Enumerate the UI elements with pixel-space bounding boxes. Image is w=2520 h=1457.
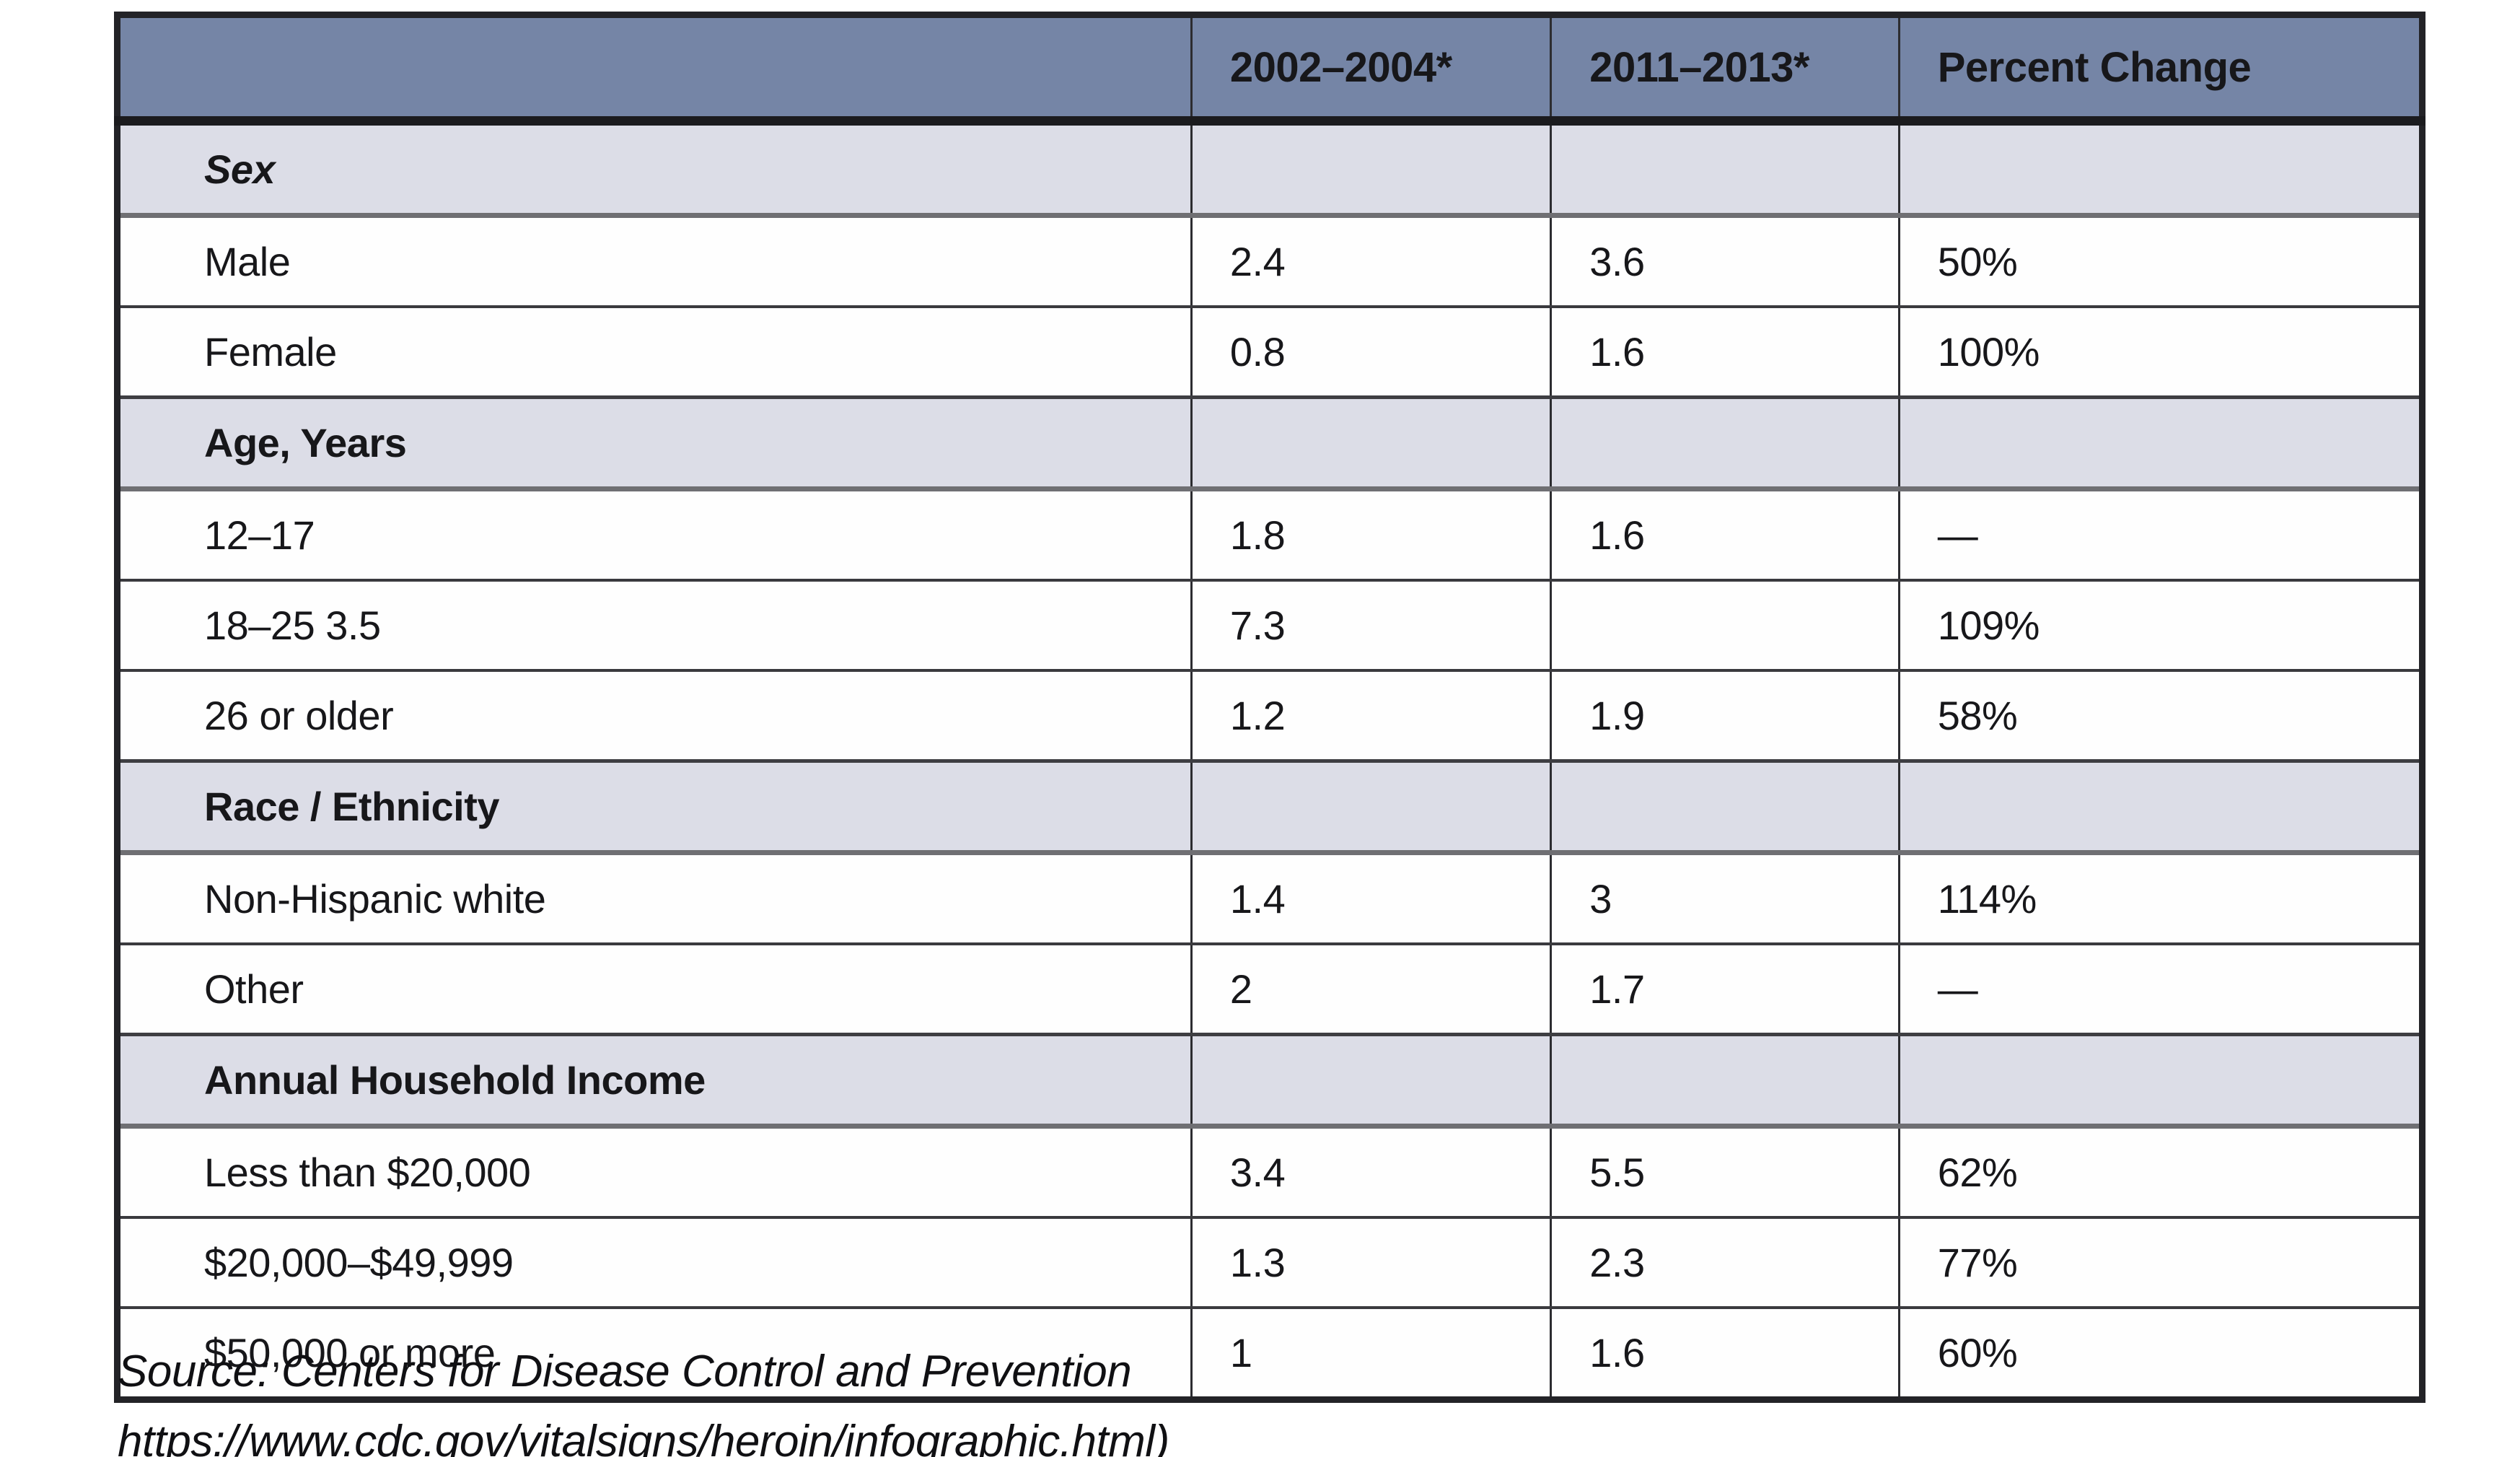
section-row-annual-household-income: Annual Household Income <box>117 1033 2423 1129</box>
row-label-cell: $20,000–$49,999 <box>117 1216 1192 1308</box>
value-cell <box>1190 395 1551 491</box>
row-label-cell: $50,000 or more <box>117 1306 1192 1400</box>
table-row-female: Female 0.8 1.6 100% <box>117 305 2423 398</box>
header-cell-period-2002-2004: 2002–2004* <box>1190 14 1551 126</box>
value-cell: 1.6 <box>1550 487 1900 580</box>
value-cell: 1.6 <box>1550 305 1900 398</box>
value-cell: 62% <box>1897 1124 2423 1217</box>
table-row-26-or-older: 26 or older 1.2 1.9 58% <box>117 669 2423 761</box>
table-header-row: 2002–2004* 2011–2013* Percent Change <box>117 14 2423 126</box>
value-cell: — <box>1897 487 2423 580</box>
value-cell: 5.5 <box>1550 1124 1900 1217</box>
value-cell <box>1190 1033 1551 1129</box>
row-label-cell: Non-Hispanic white <box>117 851 1192 944</box>
section-label: Age, Years <box>117 395 1192 491</box>
table-row-less-than-20000: Less than $20,000 3.4 5.5 62% <box>117 1124 2423 1217</box>
value-cell <box>1897 1033 2423 1129</box>
row-label-cell: Male <box>117 214 1192 307</box>
table-row-non-hispanic-white: Non-Hispanic white 1.4 3 114% <box>117 851 2423 944</box>
row-label-cell: 26 or older <box>117 669 1192 761</box>
value-cell <box>1550 759 1900 855</box>
table-row-50000-or-more: $50,000 or more 1 1.6 60% <box>117 1306 2423 1400</box>
value-cell: 50% <box>1897 214 2423 307</box>
value-cell <box>1897 119 2423 218</box>
source-line-1: Source: Centers for Disease Control and … <box>118 1347 1132 1396</box>
value-cell: 1.9 <box>1550 669 1900 761</box>
value-cell: 1.7 <box>1550 942 1900 1035</box>
value-cell <box>1190 759 1551 855</box>
value-cell <box>1897 395 2423 491</box>
section-row-age: Age, Years <box>117 395 2423 491</box>
value-cell: 7.3 <box>1190 579 1551 670</box>
value-cell: 77% <box>1897 1216 2423 1308</box>
value-cell <box>1550 119 1900 218</box>
table-row-other: Other 2 1.7 — <box>117 942 2423 1035</box>
value-cell: 0.8 <box>1190 305 1551 398</box>
header-cell-percent-change: Percent Change <box>1897 14 2423 126</box>
source-note: Source: Centers for Disease Control and … <box>118 1336 1169 1457</box>
value-cell <box>1550 579 1900 670</box>
section-row-race-ethnicity: Race / Ethnicity <box>117 759 2423 855</box>
section-label: Race / Ethnicity <box>117 759 1192 855</box>
value-cell: 58% <box>1897 669 2423 761</box>
table-container: 2002–2004* 2011–2013* Percent Change Sex… <box>114 12 2425 1403</box>
source-line-2: https://www.cdc.gov/vitalsigns/heroin/in… <box>118 1417 1169 1457</box>
value-cell: 2.4 <box>1190 214 1551 307</box>
value-cell: 3 <box>1550 851 1900 944</box>
row-label-cell: Other <box>117 942 1192 1035</box>
row-label-cell: Female <box>117 305 1192 398</box>
value-cell: 3.6 <box>1550 214 1900 307</box>
table-row-12-17: 12–17 1.8 1.6 — <box>117 487 2423 580</box>
value-cell: 114% <box>1897 851 2423 944</box>
value-cell: 3.4 <box>1190 1124 1551 1217</box>
row-label-cell: Less than $20,000 <box>117 1124 1192 1217</box>
value-cell: 1.3 <box>1190 1216 1551 1308</box>
value-cell <box>1190 119 1551 218</box>
comparison-table: 2002–2004* 2011–2013* Percent Change Sex… <box>114 12 2425 1403</box>
value-cell: 60% <box>1897 1306 2423 1400</box>
row-label-cell: 18–25 3.5 <box>117 579 1192 670</box>
value-cell: — <box>1897 942 2423 1035</box>
value-cell: 109% <box>1897 579 2423 670</box>
value-cell: 2 <box>1190 942 1551 1035</box>
section-label: Sex <box>117 119 1192 218</box>
table-row-20000-49999: $20,000–$49,999 1.3 2.3 77% <box>117 1216 2423 1308</box>
value-cell: 1 <box>1190 1306 1551 1400</box>
value-cell: 100% <box>1897 305 2423 398</box>
value-cell <box>1897 759 2423 855</box>
value-cell: 1.4 <box>1190 851 1551 944</box>
value-cell: 2.3 <box>1550 1216 1900 1308</box>
value-cell: 1.2 <box>1190 669 1551 761</box>
section-label: Annual Household Income <box>117 1033 1192 1129</box>
section-row-sex: Sex <box>117 119 2423 218</box>
header-cell-period-2011-2013: 2011–2013* <box>1550 14 1900 126</box>
value-cell: 1.6 <box>1550 1306 1900 1400</box>
header-cell-category <box>117 14 1192 126</box>
value-cell <box>1550 1033 1900 1129</box>
value-cell: 1.8 <box>1190 487 1551 580</box>
value-cell <box>1550 395 1900 491</box>
table-row-male: Male 2.4 3.6 50% <box>117 214 2423 307</box>
row-label-cell: 12–17 <box>117 487 1192 580</box>
table-row-18-25: 18–25 3.5 7.3 109% <box>117 579 2423 670</box>
